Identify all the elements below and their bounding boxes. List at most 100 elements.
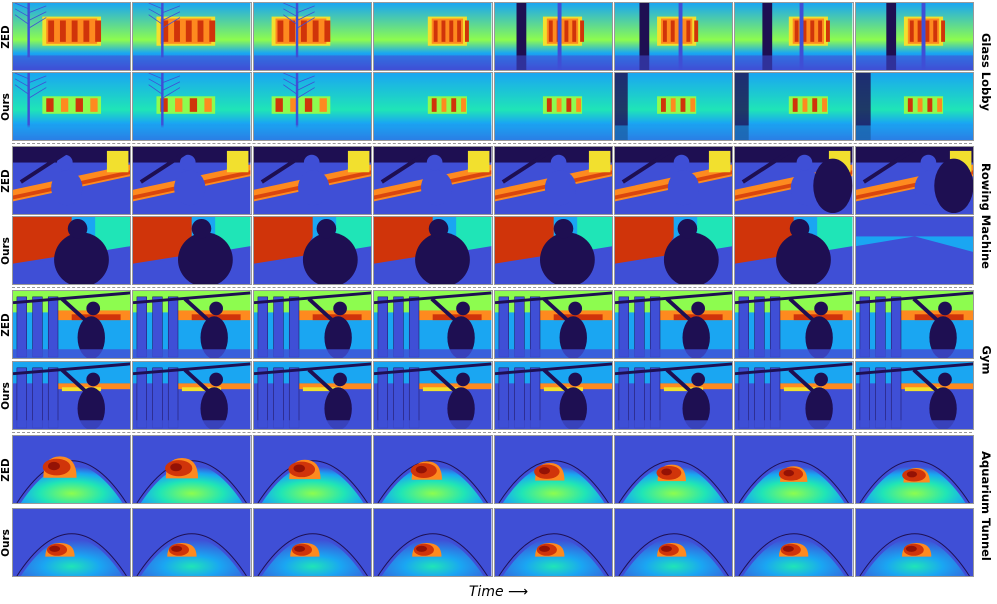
- method-name: ZED: [0, 168, 13, 193]
- depth-frame-tile: [614, 290, 734, 359]
- depth-frame-tile: [373, 435, 493, 504]
- depth-map-image: [735, 362, 853, 429]
- depth-frame-tile: [614, 508, 734, 577]
- depth-map-image: [253, 436, 372, 503]
- depth-map-image: [253, 147, 372, 214]
- depth-map-image: [133, 436, 251, 503]
- depth-map-image: [615, 362, 733, 429]
- time-arrow: ⟶: [508, 584, 529, 600]
- method-name: Ours: [0, 528, 12, 557]
- depth-frame-tile: [854, 146, 975, 215]
- method-label: Ours: [0, 216, 12, 285]
- depth-frame-tile: [12, 435, 132, 504]
- depth-map-image: [133, 3, 251, 70]
- depth-frame-tile: [734, 508, 854, 577]
- depth-frame-tile: [614, 72, 734, 141]
- depth-map-image: [13, 147, 131, 214]
- depth-frame-tile: [132, 146, 252, 215]
- depth-frame-tile: [252, 216, 373, 285]
- depth-frame-tile: [493, 508, 613, 577]
- depth-frame-tile: [614, 435, 734, 504]
- depth-map-image: [13, 509, 131, 576]
- scene-label: Aquarium Tunnel: [974, 435, 997, 577]
- depth-frame-tile: [373, 508, 493, 577]
- method-label: ZED: [0, 146, 12, 215]
- depth-map-image: [615, 3, 733, 70]
- depth-map-image: [494, 3, 612, 70]
- depth-map-image: [494, 291, 612, 358]
- depth-frame-tile: [734, 2, 854, 71]
- depth-map-image: [494, 73, 612, 140]
- depth-frame-tile: [252, 2, 373, 71]
- depth-frame-tile: [493, 435, 613, 504]
- method-label: Ours: [0, 361, 12, 430]
- depth-frame-tile: [12, 290, 132, 359]
- depth-map-image: [13, 3, 131, 70]
- depth-map-image: [494, 362, 612, 429]
- depth-frame-tile: [854, 2, 975, 71]
- depth-map-image: [253, 3, 372, 70]
- method-name: ZED: [0, 457, 13, 482]
- depth-frame-tile: [734, 216, 854, 285]
- scene-divider: [12, 432, 972, 433]
- depth-map-image: [253, 509, 372, 576]
- depth-frame-tile: [493, 2, 613, 71]
- depth-map-image: [133, 147, 251, 214]
- depth-frame-tile: [734, 435, 854, 504]
- depth-map-image: [133, 362, 251, 429]
- depth-map-image: [615, 73, 733, 140]
- depth-map-image: [735, 217, 853, 284]
- depth-map-image: [253, 291, 372, 358]
- depth-map-image: [13, 436, 131, 503]
- method-name: ZED: [0, 24, 13, 49]
- depth-frame-tile: [252, 146, 373, 215]
- depth-frame-tile: [252, 435, 373, 504]
- depth-frame-tile: [734, 146, 854, 215]
- scene-name: Gym: [979, 345, 994, 375]
- depth-frame-tile: [614, 361, 734, 430]
- depth-map-image: [855, 362, 974, 429]
- scene-label: Glass Lobby: [974, 2, 997, 141]
- depth-frame-tile: [132, 435, 252, 504]
- method-name: Ours: [0, 92, 12, 121]
- depth-frame-tile: [12, 146, 132, 215]
- depth-map-image: [615, 217, 733, 284]
- time-axis-label: Time: [468, 584, 504, 600]
- depth-frame-tile: [854, 361, 975, 430]
- depth-frame-tile: [12, 216, 132, 285]
- depth-frame-tile: [252, 72, 373, 141]
- depth-map-image: [494, 509, 612, 576]
- depth-map-image: [374, 217, 492, 284]
- method-label: ZED: [0, 290, 12, 359]
- depth-frame-tile: [373, 2, 493, 71]
- depth-map-image: [855, 509, 974, 576]
- depth-frame-tile: [493, 146, 613, 215]
- depth-frame-tile: [854, 216, 975, 285]
- depth-frame-tile: [252, 361, 373, 430]
- depth-map-image: [253, 217, 372, 284]
- depth-map-image: [374, 362, 492, 429]
- scene-divider: [12, 287, 972, 288]
- depth-map-image: [133, 217, 251, 284]
- depth-frame-tile: [12, 361, 132, 430]
- depth-map-image: [133, 73, 251, 140]
- depth-map-image: [615, 291, 733, 358]
- depth-map-image: [494, 147, 612, 214]
- depth-frame-tile: [373, 72, 493, 141]
- depth-map-image: [253, 362, 372, 429]
- depth-map-image: [855, 73, 974, 140]
- scene-name: Aquarium Tunnel: [979, 451, 993, 561]
- depth-map-image: [735, 3, 853, 70]
- depth-map-image: [615, 509, 733, 576]
- depth-frame-tile: [132, 508, 252, 577]
- depth-map-image: [494, 217, 612, 284]
- method-label: Ours: [0, 72, 12, 141]
- depth-map-image: [374, 3, 492, 70]
- depth-map-image: [615, 147, 733, 214]
- depth-frame-tile: [493, 290, 613, 359]
- depth-map-image: [374, 436, 492, 503]
- scene-name: Glass Lobby: [979, 32, 993, 111]
- depth-frame-tile: [614, 146, 734, 215]
- depth-map-image: [13, 291, 131, 358]
